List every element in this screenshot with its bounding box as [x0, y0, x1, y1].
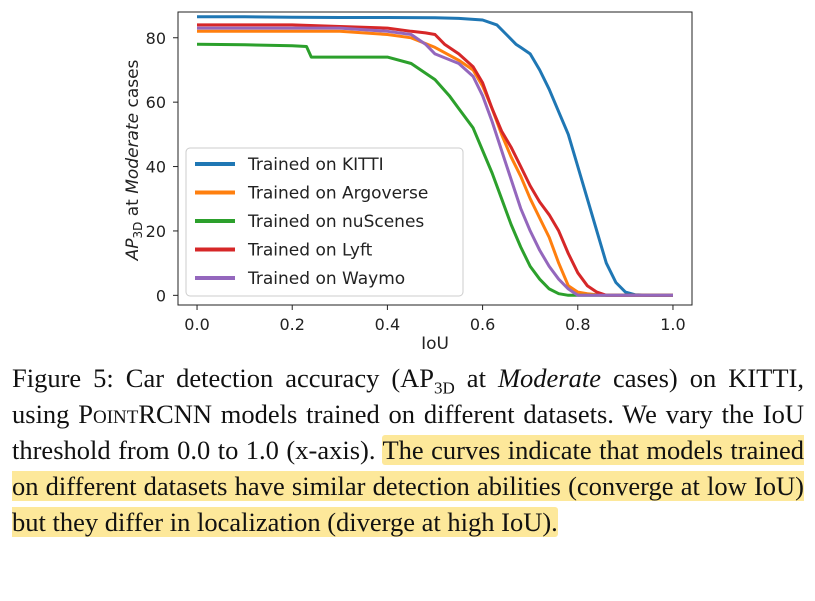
x-tick-label: 0.6	[470, 315, 495, 334]
caption-method: PointRCNN	[78, 399, 212, 429]
y-tick-label: 0	[156, 286, 166, 305]
plot-frame	[177, 11, 693, 306]
x-tick-label: 0.8	[565, 315, 590, 334]
caption-text-2: at	[454, 363, 498, 393]
series-line-4	[197, 26, 673, 297]
y-ticks: 0 20 40 60 80	[146, 29, 178, 305]
y-tick-label: 40	[146, 158, 166, 177]
legend-label-2: Trained on nuScenes	[247, 212, 424, 232]
legend: Trained on KITTI Trained on Argoverse Trai…	[185, 147, 464, 297]
series-line-3	[197, 23, 673, 297]
y-tick-label: 20	[146, 222, 166, 241]
x-tick-label: 1.0	[660, 315, 685, 334]
caption-text-1: Car detection accuracy (AP	[113, 363, 435, 393]
y-tick-label: 80	[146, 29, 166, 48]
legend-label-3: Trained on Lyft	[247, 241, 373, 261]
caption-label: Figure 5:	[12, 363, 114, 393]
caption-subscript: 3D	[434, 378, 455, 398]
x-tick-label: 0.4	[375, 315, 400, 334]
x-axis-label: IoU	[421, 334, 449, 354]
x-ticks: 0.0 0.2 0.4 0.6 0.8 1.0	[184, 305, 686, 334]
x-tick-label: 0.2	[279, 315, 304, 334]
series-layer	[196, 15, 673, 297]
caption-text-3: cases) on KITTI, using	[12, 363, 804, 429]
y-tick-label: 60	[146, 93, 166, 112]
caption-italic: Moderate	[497, 363, 601, 393]
caption-text-4: models trained on different datasets. We…	[12, 399, 804, 465]
series-line-2	[196, 42, 673, 297]
legend-box	[185, 147, 464, 297]
series-line-0	[197, 15, 673, 297]
series-line-1	[197, 29, 673, 297]
x-tick-label: 0.0	[184, 315, 209, 334]
y-axis-label: AP3D at Moderate cases	[123, 59, 145, 261]
figure-caption: Figure 5: Car detection accuracy (AP3D a…	[12, 360, 804, 540]
legend-label-1: Trained on Argoverse	[247, 184, 428, 204]
chart: 0.0 0.2 0.4 0.6 0.8 1.0 0 20 40 60 80 IoU AP3D at…	[123, 11, 693, 354]
legend-label-0: Trained on KITTI	[247, 155, 384, 175]
legend-label-4: Trained on Waymo	[247, 269, 405, 289]
